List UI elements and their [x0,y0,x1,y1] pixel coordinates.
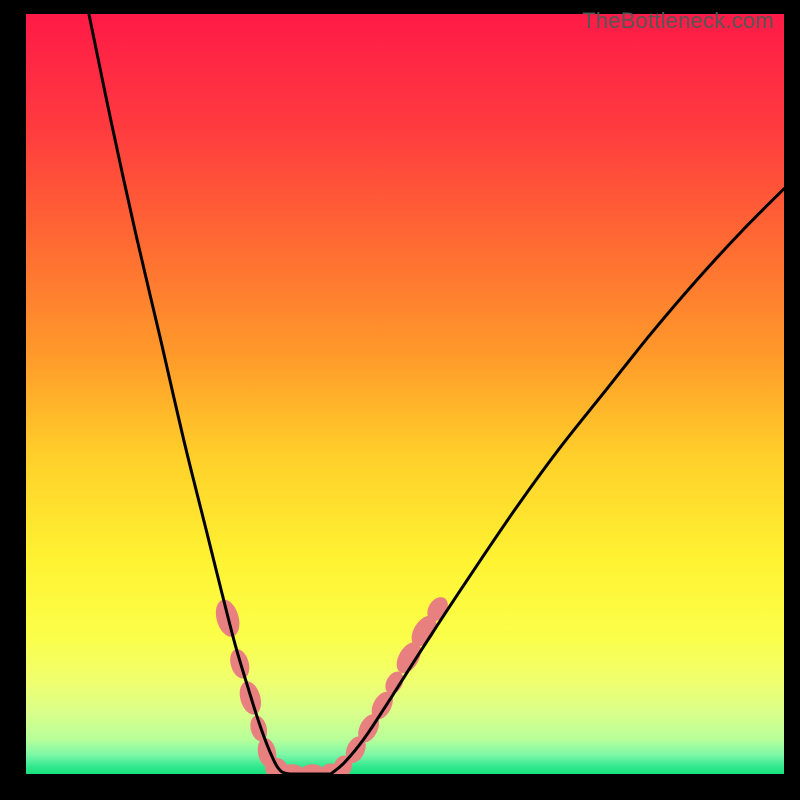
frame-border-bottom [0,774,800,800]
curve-layer [26,14,784,774]
frame-border-left [0,0,26,800]
curve-right [331,189,784,774]
plot-area [26,14,784,774]
chart-frame: TheBottleneck.com [0,0,800,800]
frame-border-right [784,0,800,800]
watermark-text: TheBottleneck.com [582,8,774,34]
curve-left [89,14,290,774]
